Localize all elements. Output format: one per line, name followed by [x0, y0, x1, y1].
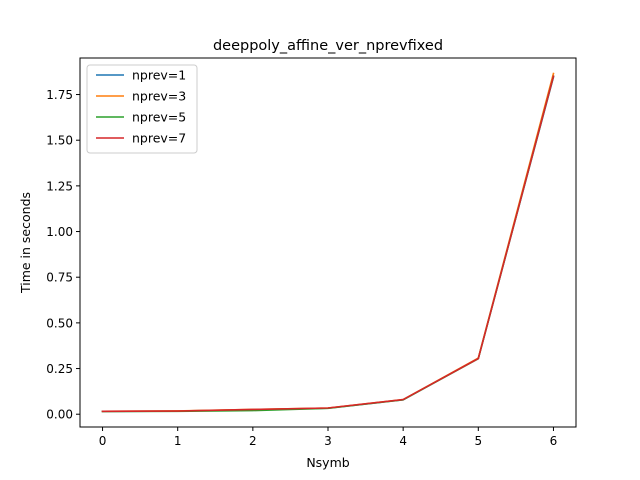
legend-box	[86, 64, 198, 154]
legend: nprev=1 nprev=3 nprev=5 nprev=7	[86, 64, 198, 154]
y-tick-label: 0.50	[46, 316, 73, 330]
x-axis-label: Nsymb	[306, 455, 349, 470]
x-tick-label: 2	[249, 434, 257, 448]
x-tick-label: 5	[474, 434, 482, 448]
legend-label: nprev=5	[132, 110, 186, 125]
y-tick-label: 0.25	[46, 362, 73, 376]
y-tick-label: 0.00	[46, 408, 73, 422]
y-tick-label: 0.75	[46, 271, 73, 285]
y-axis-ticks: 0.00 0.25 0.50 0.75 1.00 1.25 1.50 1.75	[46, 88, 80, 422]
chart-title: deeppoly_affine_ver_nprevfixed	[213, 38, 443, 54]
x-tick-label: 3	[324, 434, 332, 448]
y-tick-label: 1.75	[46, 88, 73, 102]
series-lines	[101, 72, 555, 413]
x-axis-ticks: 0 1 2 3 4 5 6	[99, 427, 558, 448]
legend-label: nprev=3	[132, 89, 186, 104]
y-tick-label: 1.50	[46, 134, 73, 148]
y-tick-label: 1.00	[46, 225, 73, 239]
legend-label: nprev=7	[132, 131, 186, 146]
x-tick-label: 6	[550, 434, 558, 448]
series-line-nprev-7	[101, 75, 555, 413]
x-tick-label: 4	[399, 434, 407, 448]
x-tick-label: 1	[174, 434, 182, 448]
legend-label: nprev=1	[132, 68, 186, 83]
y-axis-label: Time in seconds	[18, 192, 33, 294]
x-tick-label: 0	[99, 434, 107, 448]
y-tick-label: 1.25	[46, 179, 73, 193]
